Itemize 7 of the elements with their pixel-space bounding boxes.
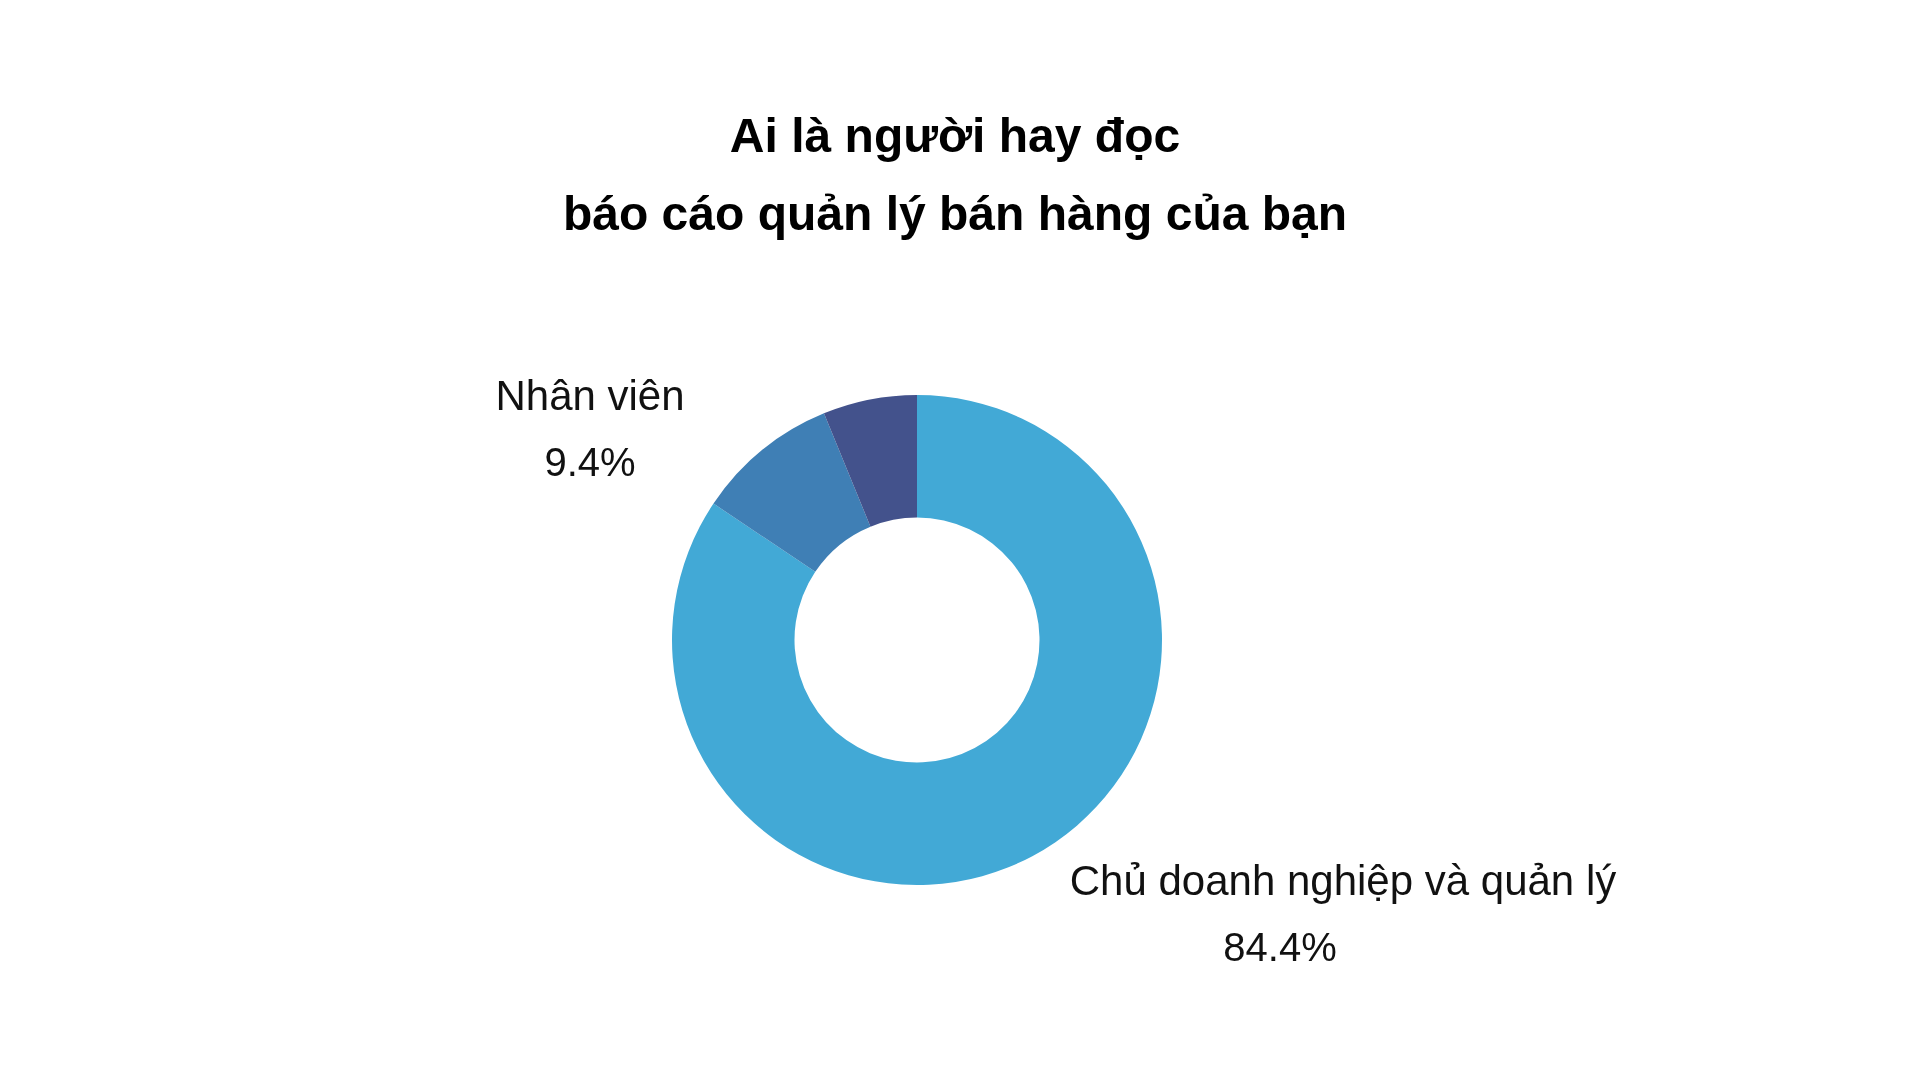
slice-label: Nhân viên: [495, 372, 685, 419]
donut-slice: [713, 413, 871, 572]
slice-label: Chủ doanh nghiệp và quản lý: [1069, 857, 1617, 904]
chart-title: Ai là người hay đọc báo cáo quản lý bán hàng của bạn: [562, 109, 1348, 240]
donut-slice: [823, 395, 917, 527]
data-label: 9.4%: [544, 440, 636, 484]
data-label: 84.4%: [1223, 925, 1337, 969]
